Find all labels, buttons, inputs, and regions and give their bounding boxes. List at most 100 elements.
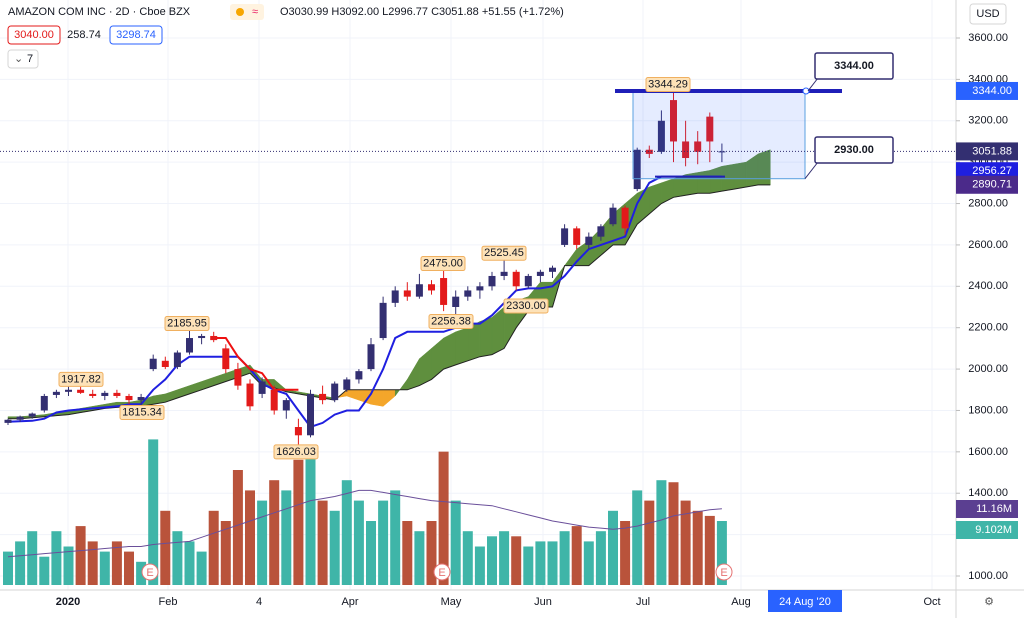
volume-bar [668,482,679,585]
cloud-segment [455,327,469,366]
candle-body [270,389,278,411]
earnings-label[interactable]: E [438,567,445,579]
candle-body [500,271,508,276]
volume-bar [644,500,655,585]
indicator-toggle[interactable] [7,49,39,69]
earnings-marker[interactable] [715,563,733,581]
sun-icon [236,8,244,16]
volume-bar [366,521,376,585]
price-annotation: 2525.45 [484,247,524,259]
badge-text: 3040.00 [14,29,54,41]
volume-bar [341,480,352,585]
candle-body [331,383,339,401]
volume-bar [450,500,461,585]
callout-text: 2930.00 [834,144,874,156]
volume-bar [571,526,582,585]
earnings-marker[interactable] [141,563,159,581]
price-tag: 2956.27 [972,165,1012,177]
price-layer [4,90,726,447]
price-annotation-bg [503,298,549,314]
candle-body [77,389,85,393]
earnings-label[interactable]: E [720,567,727,579]
x-tick-label: May [441,596,462,608]
price-annotation-bg [420,256,466,272]
earnings-label[interactable]: E [146,567,153,579]
x-tick-label: Oct [923,596,940,608]
volume-bar [75,526,86,585]
volume-bar [632,490,643,585]
volume-bar [317,500,328,585]
candle-body [125,395,133,401]
candle-body [585,236,593,245]
candle-body [464,290,472,297]
candle-body [65,389,72,392]
volume-bar [414,531,425,585]
volume-bar [378,500,389,585]
price-tag-bg [956,521,1018,539]
volume-bar [680,500,691,585]
cloud-segment [443,331,456,370]
candle-body [210,335,218,341]
volume-bar [293,459,304,585]
price-tag-bg [956,142,1018,161]
price-tag: 3344.00 [972,85,1012,97]
x-tick-label: 2020 [56,596,80,608]
candle-body [307,393,314,436]
volume-bar [51,531,62,585]
candle-body [633,149,641,190]
volume-bar [220,521,231,585]
price-annotation-bg [645,77,691,93]
volume-bar [196,551,207,585]
volume-bar [305,449,316,585]
candle-body [367,344,375,370]
candle-body [621,207,629,229]
badge [7,25,61,45]
candle-body [149,358,157,370]
volume-bar [257,500,268,585]
volume-bar [462,531,473,585]
candle-body [706,116,714,142]
volume-bar [63,546,74,585]
x-tick-label: 4 [256,596,262,608]
candle-body [573,228,581,245]
price-tag-bg [956,500,1018,518]
handle [802,87,810,95]
volume-bar [329,510,340,585]
volume-bar [208,510,219,585]
candle-body [549,267,556,272]
candle-body [694,141,702,152]
indicator-count[interactable]: 7 [27,53,33,65]
volume-layer [3,439,727,585]
volume-bar [15,541,26,585]
candle-body [40,395,48,411]
candle-body [718,151,726,153]
volume-bar [402,521,413,585]
volume-bar [474,546,485,585]
volume-bar [559,531,570,585]
candle-body [682,141,690,159]
currency-button[interactable] [969,3,1007,25]
candle-body [137,397,145,401]
volume-bar [547,541,558,585]
volume-bar [281,490,292,585]
x-tick-label: Aug [731,596,751,608]
conversion-line [213,337,299,391]
base-line [7,175,722,429]
y-tick-label: 2400.00 [968,280,1008,292]
candle-body [440,278,448,305]
range-box [632,90,806,180]
price-tag: 11.16M [976,503,1012,515]
overlay-layer: 1917.82 1815.34 2185.95 1626.03 2475.00 2256.… [0,52,956,581]
volume-bar [160,510,171,585]
status-icon [230,4,264,20]
currency[interactable]: USD [976,8,999,20]
settings-icon[interactable]: ⚙ [984,596,994,608]
volume-bar [583,541,594,585]
candle-body [16,416,24,420]
x-tick-label: Jun [534,596,552,608]
volume-bar [353,500,364,585]
candle-body [28,413,36,417]
candle-body [561,228,569,245]
earnings-marker[interactable] [433,563,451,581]
